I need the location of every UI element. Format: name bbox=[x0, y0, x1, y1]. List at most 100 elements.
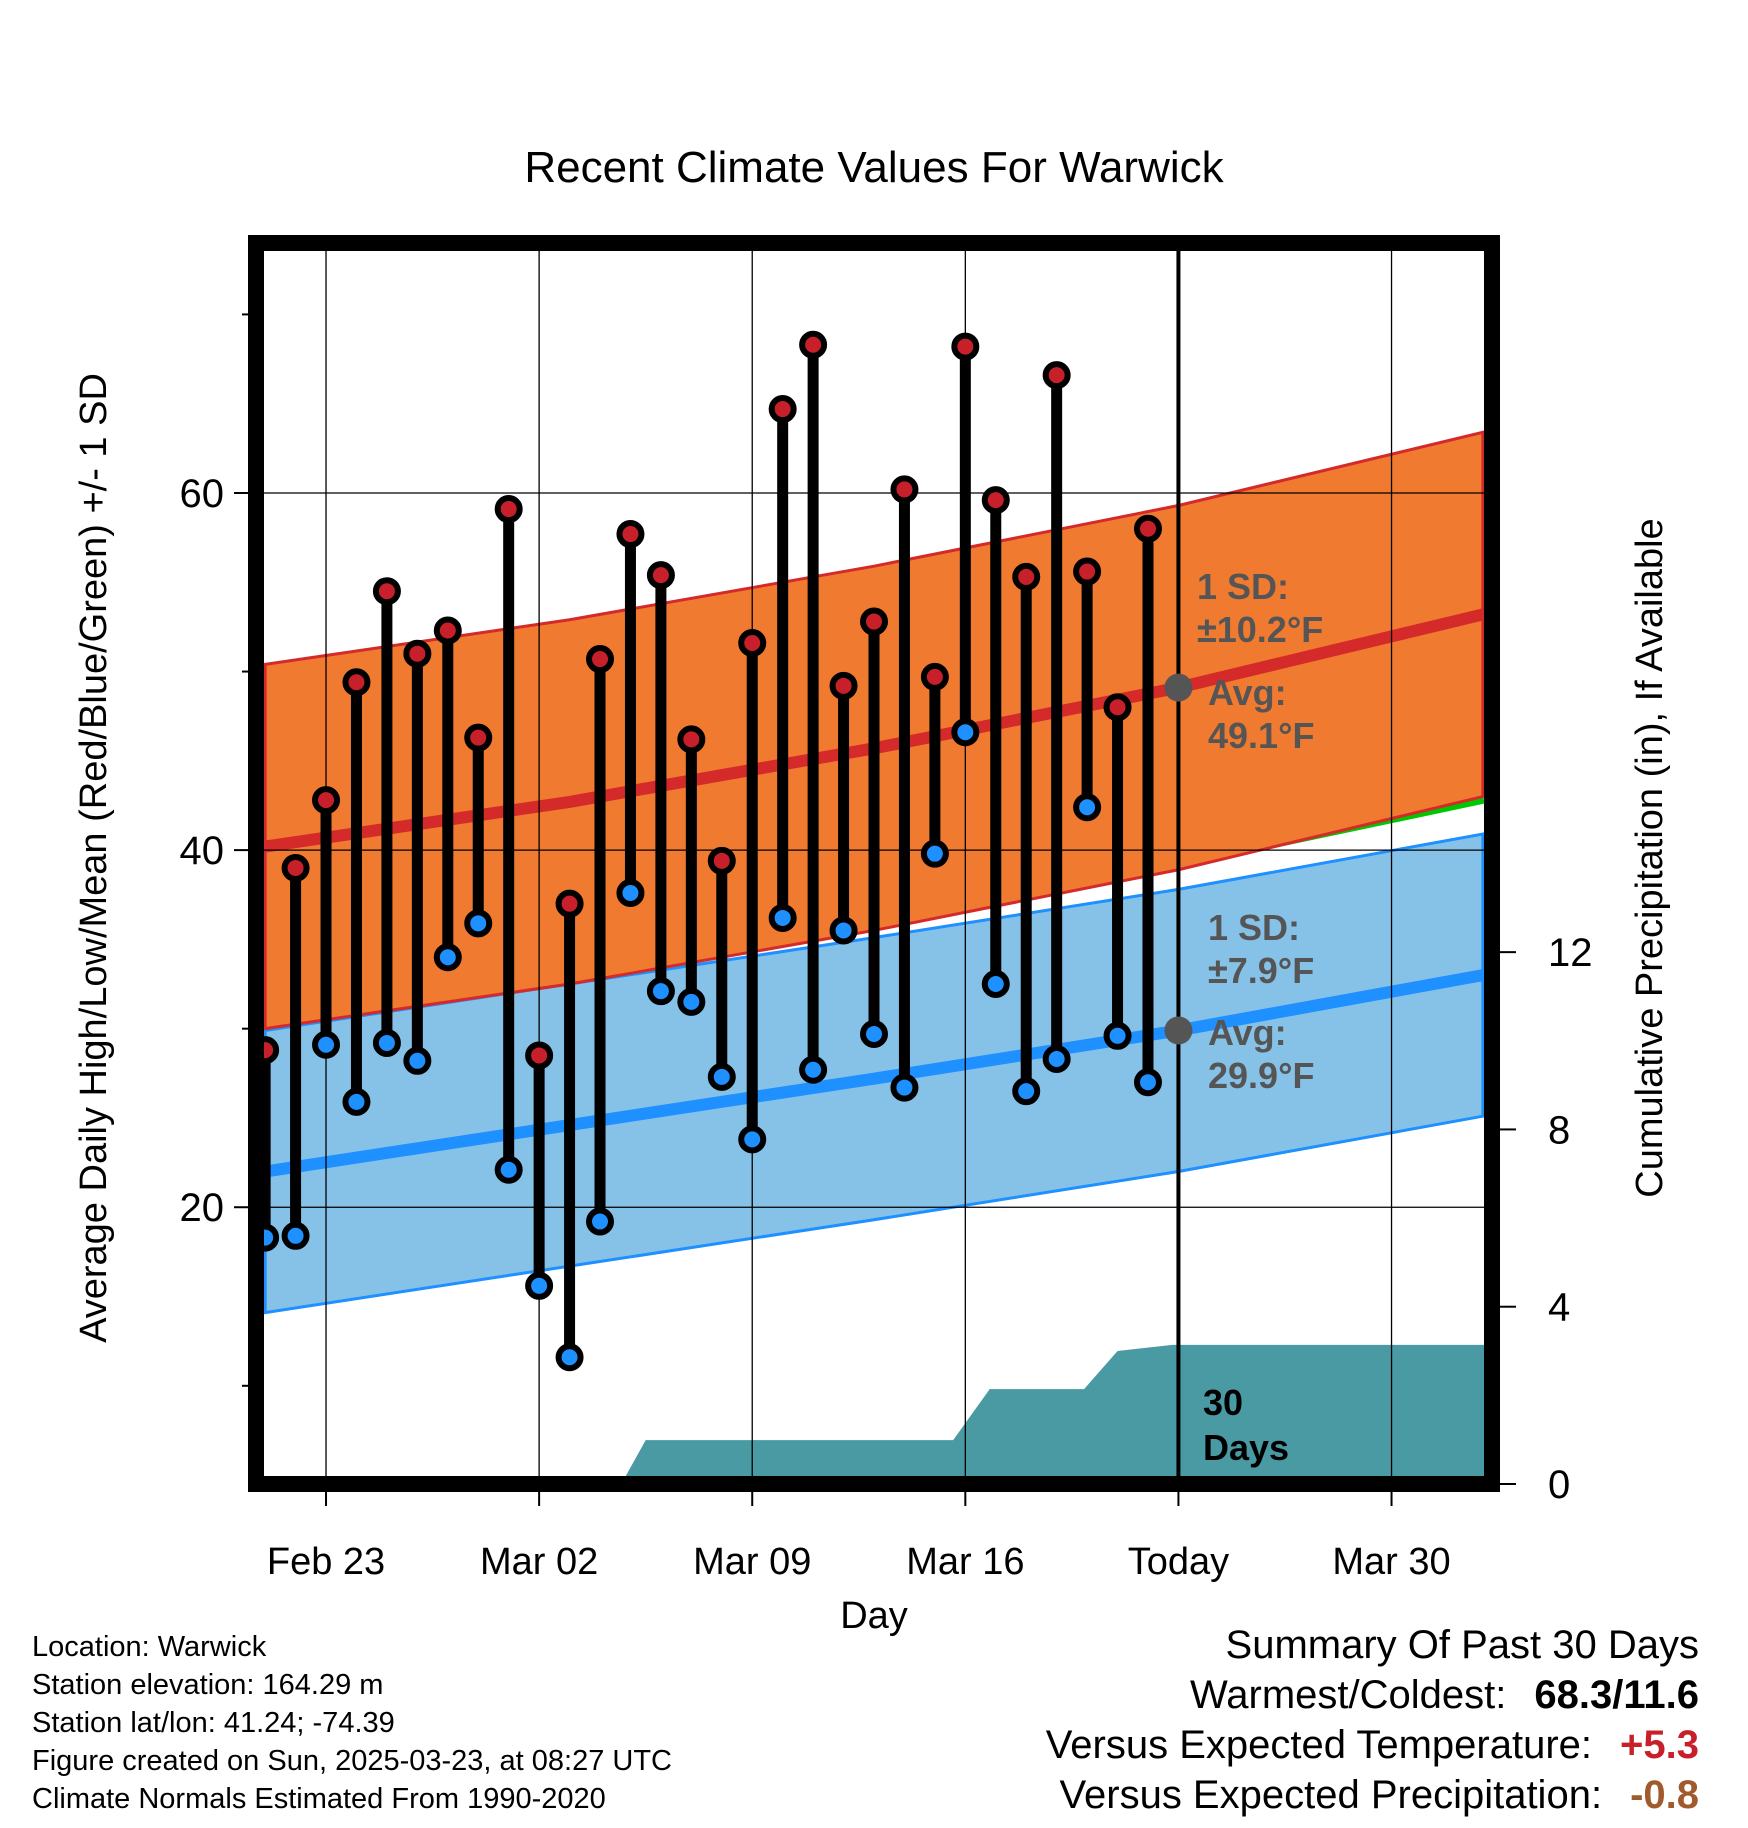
high-avg-value: 49.1°F bbox=[1208, 715, 1314, 756]
y2-tick-label: 8 bbox=[1548, 1108, 1570, 1152]
daily-high-marker bbox=[1133, 514, 1162, 543]
daily-high-marker bbox=[738, 628, 767, 657]
daily-low-marker bbox=[890, 1073, 919, 1102]
y2-tick-label: 12 bbox=[1548, 931, 1593, 975]
daily-high-marker bbox=[403, 639, 432, 668]
precip-anomaly-value: -0.8 bbox=[1630, 1773, 1699, 1817]
elevation-text: Station elevation: 164.29 m bbox=[32, 1669, 384, 1701]
daily-low-marker bbox=[707, 1062, 736, 1091]
high-avg-label: Avg: bbox=[1208, 672, 1287, 713]
daily-high-marker bbox=[1042, 361, 1071, 390]
daily-high-marker bbox=[951, 332, 980, 361]
daily-high-marker bbox=[646, 561, 675, 590]
daily-low-marker bbox=[342, 1087, 371, 1116]
daily-high-marker bbox=[494, 495, 523, 524]
low-sd-label: 1 SD: bbox=[1208, 907, 1300, 948]
today-low-avg-marker bbox=[1164, 1016, 1193, 1045]
daily-low-marker bbox=[1012, 1077, 1041, 1106]
daily-high-marker bbox=[281, 853, 310, 882]
daily-high-marker bbox=[981, 486, 1010, 515]
warm-cold-label: Warmest/Coldest: bbox=[1190, 1673, 1507, 1717]
created-text: Figure created on Sun, 2025-03-23, at 08… bbox=[32, 1745, 672, 1777]
daily-low-marker bbox=[829, 916, 858, 945]
daily-high-marker bbox=[1073, 557, 1102, 586]
daily-high-marker bbox=[799, 330, 828, 359]
summary-title: Summary Of Past 30 Days bbox=[1225, 1623, 1699, 1667]
low-sd-value: ±7.9°F bbox=[1208, 950, 1314, 991]
x-tick-label: Today bbox=[1128, 1541, 1229, 1583]
latlon-text: Station lat/lon: 41.24; -74.39 bbox=[32, 1707, 395, 1739]
daily-high-marker bbox=[586, 645, 615, 674]
daily-high-marker bbox=[1103, 693, 1132, 722]
daily-high-marker bbox=[860, 607, 888, 636]
precip-area bbox=[621, 1344, 1492, 1484]
daily-low-marker bbox=[920, 839, 949, 868]
y2-tick-label: 4 bbox=[1548, 1286, 1570, 1330]
daily-low-marker bbox=[616, 878, 645, 907]
daily-high-marker bbox=[464, 723, 493, 752]
window-label-number: 30 bbox=[1203, 1382, 1243, 1423]
today-high-avg-marker bbox=[1164, 673, 1193, 702]
y-tick-label: 40 bbox=[180, 829, 225, 873]
y-tick-label: 20 bbox=[180, 1186, 225, 1230]
daily-high-marker bbox=[312, 786, 341, 815]
summary-temp-row: Versus Expected Temperature: +5.3 bbox=[1046, 1720, 1699, 1770]
daily-high-marker bbox=[555, 889, 584, 918]
daily-high-marker bbox=[677, 725, 706, 754]
daily-high-marker bbox=[707, 846, 736, 875]
x-tick-label: Feb 23 bbox=[267, 1541, 385, 1583]
daily-low-marker bbox=[1133, 1068, 1162, 1097]
x-axis-label: Day bbox=[840, 1595, 908, 1637]
x-tick-label: Mar 09 bbox=[693, 1541, 811, 1583]
daily-high-marker bbox=[525, 1041, 554, 1070]
daily-high-marker bbox=[372, 577, 401, 606]
daily-low-marker bbox=[1103, 1021, 1132, 1050]
location-text: Location: Warwick bbox=[32, 1631, 267, 1663]
daily-low-marker bbox=[981, 970, 1010, 999]
summary-warm-cold-row: Warmest/Coldest: 68.3/11.6 bbox=[1046, 1670, 1699, 1720]
x-tick-label: Mar 16 bbox=[906, 1541, 1024, 1583]
daily-low-marker bbox=[494, 1155, 523, 1184]
chart-title: Recent Climate Values For Warwick bbox=[524, 143, 1224, 192]
daily-low-marker bbox=[738, 1125, 767, 1154]
daily-high-marker bbox=[829, 671, 858, 700]
summary-panel: Summary Of Past 30 Days Warmest/Coldest:… bbox=[1046, 1620, 1699, 1820]
summary-precip-row: Versus Expected Precipitation: -0.8 bbox=[1046, 1770, 1699, 1820]
daily-low-marker bbox=[1042, 1045, 1071, 1074]
daily-high-marker bbox=[768, 395, 797, 424]
daily-low-marker bbox=[555, 1343, 584, 1372]
y-tick-label: 60 bbox=[180, 472, 225, 516]
x-tick-label: Mar 02 bbox=[480, 1541, 598, 1583]
daily-low-marker bbox=[281, 1221, 310, 1250]
temp-anomaly-label: Versus Expected Temperature: bbox=[1045, 1723, 1593, 1767]
plot-frame bbox=[248, 235, 1500, 1492]
daily-low-marker bbox=[768, 903, 797, 932]
low-avg-value: 29.9°F bbox=[1208, 1055, 1314, 1096]
daily-high-marker bbox=[890, 475, 919, 504]
daily-low-marker bbox=[799, 1055, 828, 1084]
daily-low-marker bbox=[860, 1020, 888, 1049]
daily-low-marker bbox=[1073, 793, 1102, 822]
daily-low-marker bbox=[646, 977, 675, 1006]
daily-high-marker bbox=[616, 520, 645, 549]
window-label-days: Days bbox=[1203, 1427, 1289, 1468]
daily-low-marker bbox=[586, 1207, 615, 1236]
temp-anomaly-value: +5.3 bbox=[1620, 1723, 1699, 1767]
low-normal-line bbox=[264, 969, 1484, 1178]
y2-axis-label: Cumulative Precipitation (in), If Availa… bbox=[1629, 518, 1671, 1197]
daily-low-marker bbox=[433, 943, 462, 972]
high-sd-value: ±10.2°F bbox=[1197, 609, 1323, 650]
daily-low-marker bbox=[312, 1030, 341, 1059]
x-tick-label: Mar 30 bbox=[1332, 1541, 1450, 1583]
warm-cold-value: 68.3/11.6 bbox=[1534, 1673, 1699, 1717]
daily-low-marker bbox=[677, 987, 706, 1016]
daily-high-marker bbox=[1012, 562, 1041, 591]
daily-low-marker bbox=[951, 718, 980, 747]
precip-anomaly-label: Versus Expected Precipitation: bbox=[1059, 1773, 1603, 1817]
daily-high-marker bbox=[433, 616, 462, 645]
station-info: Location: Warwick Station elevation: 164… bbox=[32, 1628, 672, 1818]
y-axis-label: Average Daily High/Low/Mean (Red/Blue/Gr… bbox=[73, 373, 115, 1343]
daily-low-marker bbox=[403, 1046, 432, 1075]
